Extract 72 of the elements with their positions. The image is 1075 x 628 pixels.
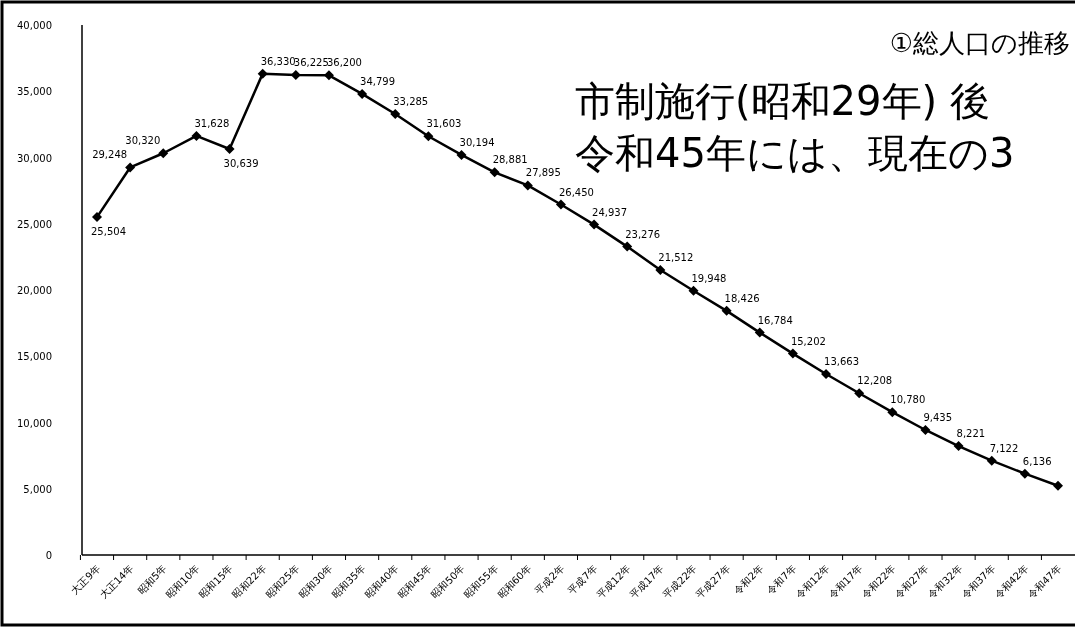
y-tick-label: 35,000: [17, 86, 52, 98]
x-tick-label: 平成2年: [532, 562, 567, 597]
point: [821, 368, 832, 379]
point: [522, 180, 533, 191]
data-label: 12,208: [857, 375, 893, 387]
x-tick-label: 令和7年: [764, 562, 799, 597]
data-label: 31,603: [426, 118, 462, 130]
data-label: 9,435: [923, 411, 953, 423]
data-label: 25,504: [91, 226, 126, 238]
point: [357, 88, 368, 99]
data-label: 36,330: [260, 55, 296, 67]
y-tick-label: 15,000: [17, 351, 52, 363]
data-label: 6,136: [1022, 455, 1052, 467]
data-label: 24,937: [592, 206, 628, 218]
data-label: 30,639: [223, 158, 259, 170]
point: [92, 212, 102, 223]
data-label: 21,512: [658, 251, 694, 263]
point: [125, 162, 136, 173]
data-label: 23,276: [625, 228, 661, 240]
y-tick-label: 30,000: [17, 152, 52, 164]
point: [986, 455, 997, 466]
y-tick-label: 20,000: [17, 285, 52, 296]
data-label: 31,628: [194, 117, 230, 129]
annotation: 令和45年には、現在の3: [575, 130, 1015, 176]
point: [688, 285, 699, 296]
data-label: 34,799: [360, 75, 396, 87]
point: [589, 219, 600, 230]
data-label: 28,881: [492, 154, 528, 166]
y-tick-label: 0: [45, 550, 52, 561]
point: [323, 70, 334, 81]
data-label: 26,450: [558, 186, 594, 198]
point: [887, 407, 898, 418]
point: [456, 149, 467, 160]
point: [1019, 468, 1030, 479]
point: [854, 388, 865, 399]
point: [489, 167, 500, 178]
data-label: 33,285: [393, 95, 429, 107]
data-label: 36,225: [293, 57, 329, 69]
data-label: 18,426: [724, 292, 760, 304]
chart-title: ①総人口の推移: [889, 28, 1070, 58]
point: [555, 199, 566, 210]
data-label: 15,202: [790, 335, 826, 347]
y-tick-label: 5,000: [23, 483, 52, 495]
y-tick-label: 40,000: [17, 20, 52, 31]
data-label: 19,948: [691, 272, 727, 284]
data-label: 7,122: [989, 442, 1019, 454]
data-label: 27,895: [525, 167, 561, 179]
annotation: 市制施行(昭和29年) 後: [575, 78, 990, 124]
y-tick-label: 10,000: [17, 417, 52, 429]
data-label: 8,221: [956, 428, 986, 440]
point: [1053, 480, 1063, 491]
data-label: 30,320: [125, 135, 161, 147]
data-label: 30,194: [459, 136, 495, 148]
point: [622, 241, 633, 252]
point: [423, 131, 434, 142]
point: [224, 144, 235, 155]
data-label: 10,780: [890, 394, 926, 406]
point: [390, 108, 401, 119]
point: [920, 424, 931, 435]
y-tick-label: 25,000: [17, 218, 52, 230]
data-label: 13,663: [824, 355, 860, 367]
point: [953, 441, 964, 452]
point: [655, 264, 666, 275]
point: [257, 68, 268, 79]
point: [754, 327, 765, 338]
data-label: 29,248: [92, 149, 128, 161]
x-tick-label: 令和2年: [731, 562, 766, 597]
point: [787, 348, 798, 359]
point: [158, 148, 169, 159]
point: [191, 130, 202, 141]
data-label: 16,784: [757, 314, 793, 326]
point: [721, 305, 732, 316]
